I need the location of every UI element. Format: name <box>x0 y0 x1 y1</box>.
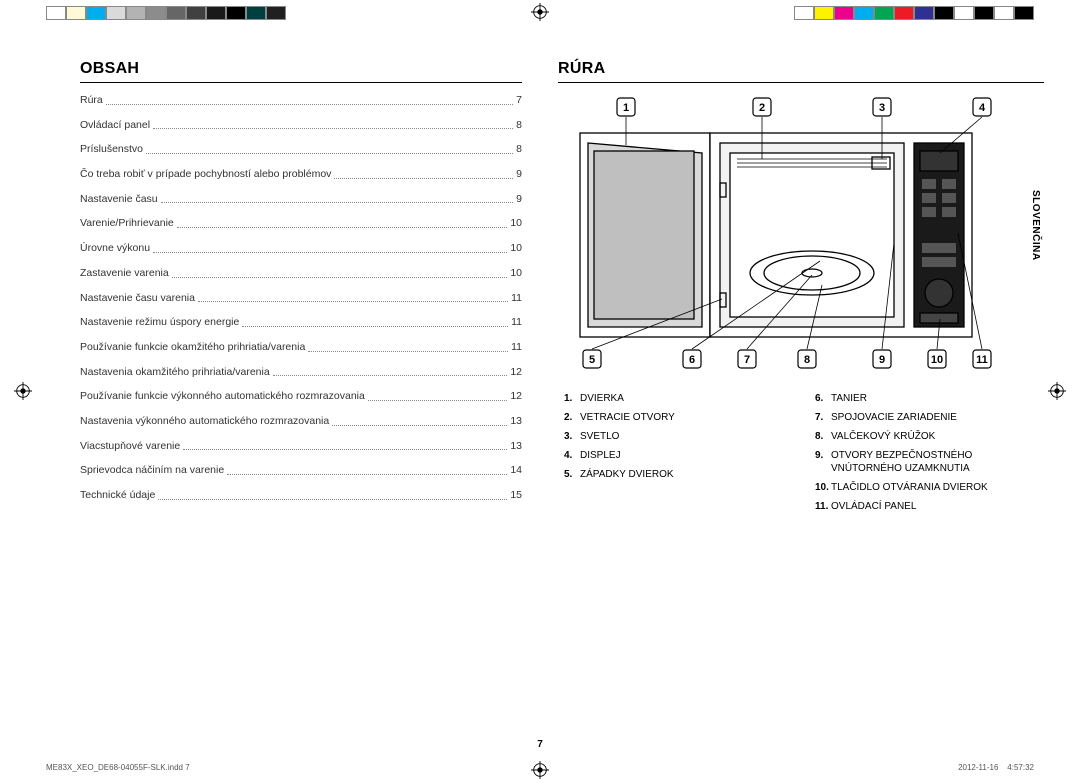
part-row: 11.OVLÁDACÍ PANEL <box>815 500 1044 513</box>
part-row: 4.DISPLEJ <box>564 449 793 462</box>
svg-text:1: 1 <box>623 102 629 114</box>
parts-left: 1.DVIERKA 2.VETRACIE OTVORY 3.SVETLO 4.DISP… <box>564 392 793 519</box>
right-heading: RÚRA <box>558 60 1044 83</box>
svg-text:7: 7 <box>744 354 750 366</box>
toc-row: Ovládací panel8 <box>80 118 522 133</box>
reg-mark-top <box>531 3 549 21</box>
footer-left: ME83X_XEO_DE68-04055F-SLK.indd 7 <box>46 763 190 772</box>
toc-row: Úrovne výkonu10 <box>80 241 522 256</box>
toc-row: Používanie funkcie výkonného automatické… <box>80 389 522 404</box>
reg-mark-right <box>1048 382 1066 400</box>
toc-row: Nastavenie režimu úspory energie11 <box>80 315 522 330</box>
left-heading: OBSAH <box>80 60 522 83</box>
colorbar-right <box>794 6 1034 20</box>
svg-text:2: 2 <box>759 102 765 114</box>
page-number: 7 <box>537 739 543 750</box>
svg-text:10: 10 <box>931 354 943 366</box>
svg-text:11: 11 <box>976 354 988 366</box>
toc-row: Príslušenstvo8 <box>80 142 522 157</box>
svg-text:8: 8 <box>804 354 810 366</box>
part-row: 6.TANIER <box>815 392 1044 405</box>
toc-row: Nastavenie času9 <box>80 192 522 207</box>
part-row: 1.DVIERKA <box>564 392 793 405</box>
microwave-diagram: 1 2 3 4 <box>562 93 1007 378</box>
svg-text:5: 5 <box>589 354 595 366</box>
toc-row: Používanie funkcie okamžitého prihriatia… <box>80 340 522 355</box>
toc-row: Nastavenie času varenia11 <box>80 291 522 306</box>
svg-text:6: 6 <box>689 354 695 366</box>
toc-row: Technické údaje15 <box>80 488 522 503</box>
toc-row: Zastavenie varenia10 <box>80 266 522 281</box>
part-row: 7.SPOJOVACIE ZARIADENIE <box>815 411 1044 424</box>
part-row: 5.ZÁPADKY DVIEROK <box>564 468 793 481</box>
toc-list: Rúra7 Ovládací panel8 Príslušenstvo8 Čo tre… <box>80 93 522 503</box>
reg-mark-left <box>14 382 32 400</box>
svg-text:3: 3 <box>879 102 885 114</box>
part-row: 10.TLAČIDLO OTVÁRANIA DVIEROK <box>815 481 1044 494</box>
part-row: 8.VALČEKOVÝ KRÚŽOK <box>815 430 1044 443</box>
part-row: 3.SVETLO <box>564 430 793 443</box>
toc-row: Nastavenia výkonného automatického rozmr… <box>80 414 522 429</box>
toc-row: Sprievodca náčiním na varenie14 <box>80 463 522 478</box>
parts-right: 6.TANIER 7.SPOJOVACIE ZARIADENIE 8.VALČEKO… <box>815 392 1044 519</box>
toc-row: Viacstupňové varenie13 <box>80 439 522 454</box>
part-row: 2.VETRACIE OTVORY <box>564 411 793 424</box>
part-row: 9.OTVORY BEZPEČNOSTNÉHO VNÚTORNÉHO UZAMK… <box>815 449 1044 475</box>
toc-row: Varenie/Prihrievanie10 <box>80 216 522 231</box>
toc-row: Čo treba robiť v prípade pochybností ale… <box>80 167 522 182</box>
toc-row: Nastavenia okamžitého prihriatia/varenia… <box>80 365 522 380</box>
toc-row: Rúra7 <box>80 93 522 108</box>
colorbar-left <box>46 6 286 20</box>
language-label: SLOVENČINA <box>1030 190 1041 261</box>
reg-mark-bottom <box>531 761 549 779</box>
svg-text:4: 4 <box>979 102 986 114</box>
svg-text:9: 9 <box>879 354 885 366</box>
footer-right: 2012-11-16 4:57:32 <box>958 763 1034 772</box>
